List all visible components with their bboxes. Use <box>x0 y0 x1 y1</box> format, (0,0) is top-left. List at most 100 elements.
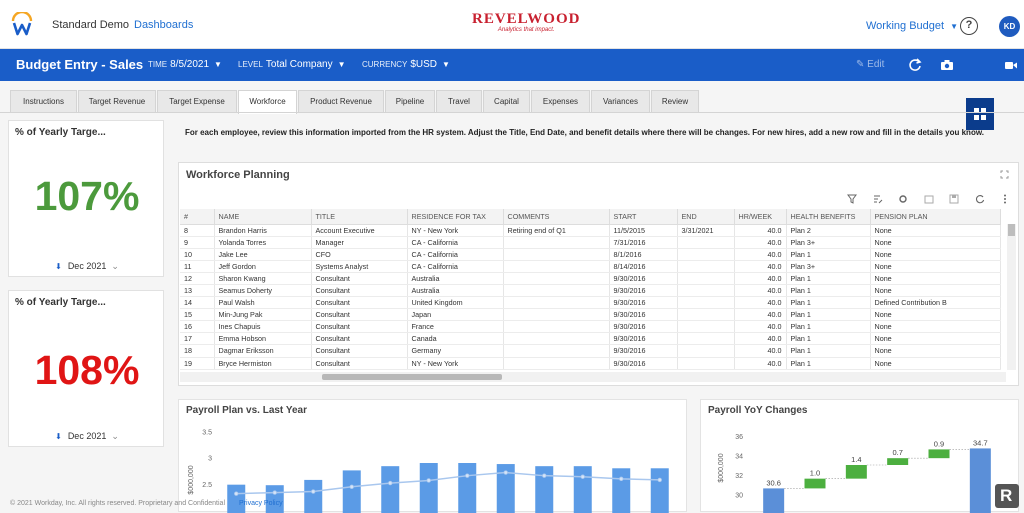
table-cell[interactable] <box>677 308 735 322</box>
column-header[interactable]: PENSION PLAN <box>870 209 1001 225</box>
table-cell[interactable]: Plan 3+ <box>786 236 871 249</box>
table-row[interactable]: 13 Seamus Doherty Consultant Australia 9/30/… <box>180 284 1001 298</box>
table-cell[interactable]: Plan 1 <box>786 332 871 346</box>
table-cell[interactable]: CA - California <box>407 248 504 261</box>
table-cell[interactable]: Consultant <box>311 296 408 310</box>
table-cell[interactable]: None <box>870 357 1001 370</box>
table-cell[interactable]: 8/14/2016 <box>609 260 678 273</box>
table-cell[interactable]: Retiring end of Q1 <box>503 224 610 237</box>
table-cell[interactable]: CA - California <box>407 260 504 273</box>
table-cell[interactable]: 40.0 <box>734 224 787 237</box>
time-filter[interactable]: TIME 8/5/2021 ▼ <box>148 59 222 70</box>
table-cell[interactable]: Germany <box>407 344 504 358</box>
table-cell[interactable]: None <box>870 272 1001 285</box>
table-cell[interactable]: Paul Walsh <box>214 296 312 310</box>
edit-button[interactable]: ✎ Edit <box>856 59 884 70</box>
table-cell[interactable]: Plan 1 <box>786 357 871 370</box>
tab-instructions[interactable]: Instructions <box>10 90 77 112</box>
delete-row-icon[interactable] <box>924 194 934 204</box>
column-header[interactable]: END <box>677 209 735 225</box>
table-cell[interactable]: Plan 3+ <box>786 260 871 273</box>
table-cell[interactable] <box>503 236 610 249</box>
vertical-scrollbar[interactable] <box>1007 224 1016 370</box>
table-cell[interactable]: 9/30/2016 <box>609 308 678 322</box>
table-cell[interactable]: 9/30/2016 <box>609 272 678 285</box>
expand-icon[interactable] <box>1000 170 1009 179</box>
table-cell[interactable]: 7/31/2016 <box>609 236 678 249</box>
table-cell[interactable] <box>677 357 735 370</box>
table-cell[interactable]: Plan 1 <box>786 284 871 298</box>
table-cell[interactable]: Systems Analyst <box>311 260 408 273</box>
table-cell[interactable]: 9/30/2016 <box>609 296 678 310</box>
table-cell[interactable]: 40.0 <box>734 236 787 249</box>
table-cell[interactable]: None <box>870 236 1001 249</box>
level-filter[interactable]: LEVEL Total Company ▼ <box>238 59 346 70</box>
table-row[interactable]: 15 Min-Jung Pak Consultant Japan 9/30/2016 40… <box>180 308 1001 322</box>
settings-icon[interactable] <box>898 194 908 204</box>
table-cell[interactable]: United Kingdom <box>407 296 504 310</box>
table-cell[interactable] <box>503 284 610 298</box>
table-cell[interactable] <box>677 320 735 334</box>
table-cell[interactable]: Australia <box>407 272 504 285</box>
table-cell[interactable]: 9/30/2016 <box>609 344 678 358</box>
table-cell[interactable]: Plan 1 <box>786 320 871 334</box>
table-cell[interactable]: Defined Contribution B <box>870 296 1001 310</box>
horizontal-scrollbar[interactable] <box>180 372 1006 382</box>
table-cell[interactable]: Australia <box>407 284 504 298</box>
table-cell[interactable]: Consultant <box>311 344 408 358</box>
table-cell[interactable] <box>677 284 735 298</box>
tab-pipeline[interactable]: Pipeline <box>385 90 435 112</box>
table-cell[interactable]: Consultant <box>311 284 408 298</box>
more-options-icon[interactable] <box>1000 194 1010 204</box>
table-cell[interactable] <box>677 260 735 273</box>
table-cell[interactable]: Ines Chapuis <box>214 320 312 334</box>
table-cell[interactable]: Plan 1 <box>786 296 871 310</box>
table-cell[interactable]: Bryce Hermiston <box>214 357 312 370</box>
table-cell[interactable]: 9/30/2016 <box>609 284 678 298</box>
tab-target-revenue[interactable]: Target Revenue <box>78 90 156 112</box>
tab-product-revenue[interactable]: Product Revenue <box>298 90 384 112</box>
table-cell[interactable]: Consultant <box>311 357 408 370</box>
column-header[interactable]: START <box>609 209 678 225</box>
breadcrumb-app[interactable]: Standard Demo <box>52 19 130 31</box>
table-cell[interactable]: 9/30/2016 <box>609 332 678 346</box>
table-cell[interactable]: NY - New York <box>407 224 504 237</box>
table-cell[interactable] <box>503 357 610 370</box>
table-row[interactable]: 19 Bryce Hermiston Consultant NY - New York… <box>180 357 1001 370</box>
table-row[interactable]: 11 Jeff Gordon Systems Analyst CA - Califor… <box>180 260 1001 273</box>
table-cell[interactable]: None <box>870 224 1001 237</box>
avatar[interactable]: KD <box>999 16 1020 37</box>
table-cell[interactable] <box>677 344 735 358</box>
camera-icon[interactable] <box>940 58 954 72</box>
table-cell[interactable] <box>503 332 610 346</box>
refresh-icon[interactable] <box>975 194 985 204</box>
table-cell[interactable]: Manager <box>311 236 408 249</box>
tab-workforce[interactable]: Workforce <box>238 90 297 114</box>
scrollbar-thumb[interactable] <box>322 374 502 380</box>
table-cell[interactable]: None <box>870 248 1001 261</box>
table-cell[interactable]: Min-Jung Pak <box>214 308 312 322</box>
table-cell[interactable] <box>503 248 610 261</box>
help-icon[interactable]: ? <box>960 17 978 35</box>
kpi-period-selector[interactable]: ⬇ Dec 2021 ⌄ <box>9 431 165 442</box>
table-row[interactable]: 17 Emma Hobson Consultant Canada 9/30/2016 40… <box>180 332 1001 346</box>
edit-rows-icon[interactable] <box>873 194 883 204</box>
table-cell[interactable]: 11/5/2015 <box>609 224 678 237</box>
table-cell[interactable]: Emma Hobson <box>214 332 312 346</box>
table-cell[interactable]: 40.0 <box>734 357 787 370</box>
refresh-icon[interactable] <box>908 58 922 72</box>
table-cell[interactable]: None <box>870 308 1001 322</box>
table-cell[interactable] <box>503 272 610 285</box>
column-header[interactable]: # <box>180 209 215 225</box>
table-cell[interactable]: None <box>870 320 1001 334</box>
table-cell[interactable]: None <box>870 284 1001 298</box>
table-cell[interactable]: Brandon Harris <box>214 224 312 237</box>
column-header[interactable]: TITLE <box>311 209 408 225</box>
table-cell[interactable]: Plan 1 <box>786 272 871 285</box>
table-cell[interactable]: None <box>870 344 1001 358</box>
table-cell[interactable] <box>503 260 610 273</box>
column-header[interactable]: NAME <box>214 209 312 225</box>
tab-travel[interactable]: Travel <box>436 90 482 112</box>
table-cell[interactable] <box>503 320 610 334</box>
workday-logo-icon[interactable] <box>11 12 33 36</box>
